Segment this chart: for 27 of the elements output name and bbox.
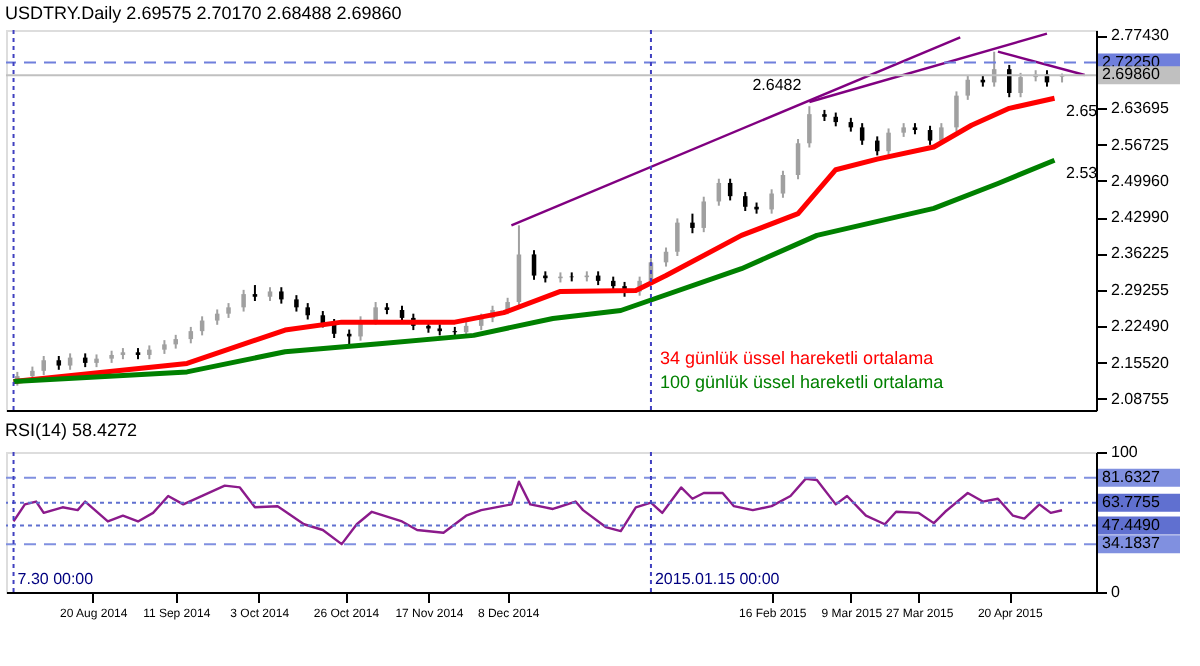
annotation: 2.65 bbox=[1066, 102, 1099, 121]
y-tick-label: 100 bbox=[1111, 443, 1139, 461]
y-tick-label: 2.15520 bbox=[1111, 353, 1170, 372]
y-tick-label: 2.49960 bbox=[1111, 171, 1170, 190]
text: 34 günlük üssel hareketli ortalama bbox=[660, 348, 934, 368]
y-tick-label: 2.36225 bbox=[1111, 244, 1170, 263]
text: 100 günlük üssel hareketli ortalama bbox=[660, 372, 944, 392]
y-tick-label: 2.63695 bbox=[1111, 98, 1170, 117]
y-tick-label: 2.42990 bbox=[1111, 208, 1170, 227]
y-tick-label: 2.29255 bbox=[1111, 281, 1170, 300]
ref-line-label: 2015.01.15 00:00 bbox=[654, 570, 781, 588]
chart-title: RSI(14) 58.4272 bbox=[5, 420, 138, 440]
y-tick-label: 2.56725 bbox=[1111, 135, 1170, 154]
annotation: 2.6482 bbox=[752, 75, 803, 94]
ref-line-label: 81.6327 bbox=[1102, 467, 1161, 486]
ref-line-label: 2.72250 bbox=[1102, 52, 1161, 71]
y-tick-label: 2.08755 bbox=[1111, 389, 1170, 408]
y-tick-label: 2.77430 bbox=[1111, 26, 1170, 45]
ref-line-label: 63.7755 bbox=[1102, 492, 1161, 511]
y-tick-label: 0 bbox=[1111, 583, 1121, 601]
annotation: 2.53 bbox=[1066, 164, 1099, 183]
ref-line-label: 2.69860 bbox=[1102, 65, 1161, 84]
ref-line-label: 7.30 00:00 bbox=[17, 570, 95, 588]
y-tick-label: 2.22490 bbox=[1111, 316, 1170, 335]
ref-line-label: 34.1837 bbox=[1102, 534, 1161, 553]
chart-title: USDTRY.Daily 2.69575 2.70170 2.68488 2.69860 bbox=[5, 3, 402, 24]
ref-line-label: 47.4490 bbox=[1102, 515, 1161, 534]
